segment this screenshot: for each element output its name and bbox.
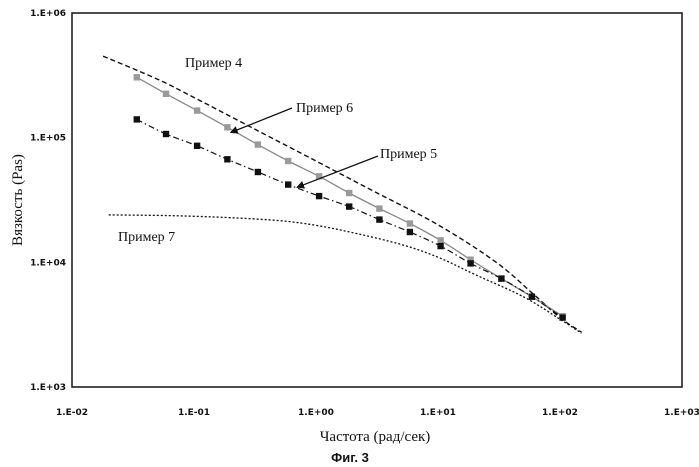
- data-point: [285, 181, 292, 188]
- x-axis-title: Частота (рад/сек): [320, 429, 431, 445]
- data-point: [162, 130, 170, 138]
- data-point: [346, 203, 353, 210]
- data-point: [254, 141, 262, 148]
- data-point: [193, 107, 201, 114]
- data-point: [528, 293, 536, 300]
- x-tick-labels: 1.E-02 1.E-01 1.E+00 1.E+01 1.E+02 1.E+03: [56, 408, 699, 418]
- x-tick-label: 1.E-02: [56, 408, 88, 418]
- figure-caption: Фиг. 3: [331, 450, 369, 465]
- y-axis-title: Вязкость (Pas): [10, 154, 26, 246]
- data-point: [406, 220, 414, 227]
- annotation-пример-4: Пример 4: [185, 56, 242, 71]
- x-tick-label: 1.E+03: [664, 408, 699, 418]
- data-point: [285, 157, 292, 165]
- data-point: [315, 173, 323, 180]
- y-tick-labels: 1.E+03 1.E+04 1.E+05 1.E+06: [30, 9, 66, 393]
- data-point: [559, 314, 566, 321]
- annotation-пример-6: Пример 6: [296, 101, 353, 116]
- marker-layer: [133, 74, 566, 321]
- y-tick-label: 1.E+06: [30, 9, 66, 19]
- annotation-arrow: [296, 155, 379, 189]
- data-point: [193, 142, 201, 149]
- annotation-layer: Пример 4 Пример 6 Пример 5 Пример 7: [118, 56, 437, 245]
- data-point: [133, 74, 140, 81]
- plot-frame: [71, 12, 683, 388]
- x-tick-label: 1.E+00: [298, 408, 334, 418]
- data-point: [224, 156, 231, 163]
- annotation-arrow: [229, 107, 293, 134]
- data-point: [133, 116, 140, 123]
- data-point: [467, 260, 474, 267]
- x-tick-label: 1.E+02: [542, 408, 578, 418]
- data-point: [437, 242, 444, 250]
- y-tick-label: 1.E+05: [30, 134, 66, 144]
- data-point: [346, 189, 353, 197]
- data-point: [224, 124, 231, 131]
- annotation-пример-7: Пример 7: [118, 230, 175, 245]
- data-point: [254, 168, 262, 176]
- series-line-пример-4: [102, 55, 582, 333]
- x-tick-label: 1.E+01: [420, 408, 456, 418]
- data-point: [498, 275, 505, 282]
- series-line-пример-7: [108, 214, 582, 334]
- y-tick-label: 1.E+03: [30, 383, 66, 393]
- x-tick-label: 1.E-01: [178, 408, 210, 418]
- data-point: [467, 256, 474, 263]
- data-point: [376, 205, 383, 212]
- data-point: [437, 237, 444, 244]
- annotation-пример-5: Пример 5: [380, 147, 437, 162]
- data-point: [406, 228, 414, 236]
- data-point: [376, 216, 383, 223]
- data-point: [315, 192, 323, 200]
- y-tick-label: 1.E+04: [30, 258, 66, 268]
- data-point: [162, 90, 170, 97]
